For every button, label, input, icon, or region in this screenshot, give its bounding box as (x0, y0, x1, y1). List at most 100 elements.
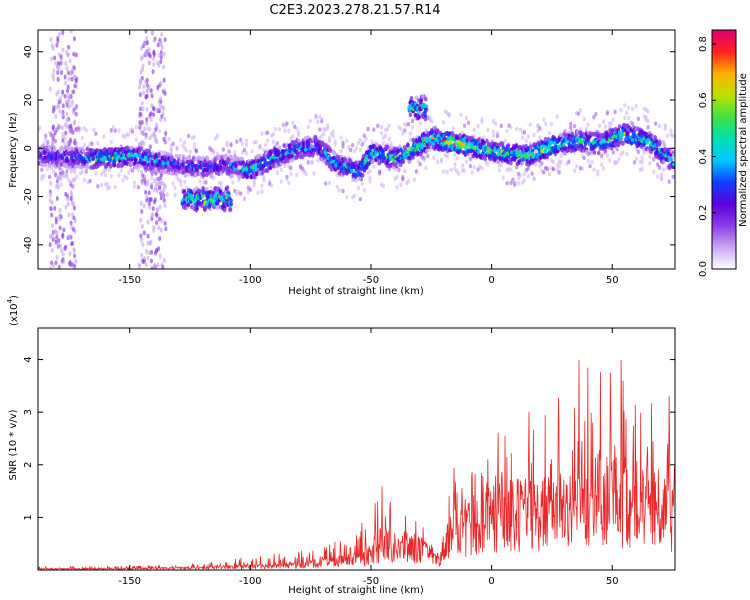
spectrogram-cell (495, 133, 500, 139)
spectrogram-cell (313, 147, 317, 153)
spectrogram-cell (640, 155, 644, 160)
spectrogram-cell (399, 182, 403, 187)
spectrogram-cell (108, 164, 113, 169)
spectrogram-cell (219, 165, 224, 170)
spectrogram-cell (155, 107, 159, 113)
spectrogram-cell (46, 166, 50, 172)
spectrogram-cell (148, 204, 152, 210)
spectrogram-cell (239, 137, 243, 143)
snr-x-tick-label: -50 (363, 576, 379, 587)
spectrogram-cell (588, 164, 592, 169)
spectrogram-cell (245, 174, 249, 180)
spectrogram-cell (157, 225, 161, 231)
spectrogram-cell (152, 228, 156, 233)
spectrogram-cell (74, 111, 78, 117)
spectrogram-cell (147, 51, 151, 57)
spectrogram-cell (147, 60, 151, 66)
spectrogram-cell (61, 30, 65, 36)
spectrogram-cell (395, 174, 399, 180)
spectrogram-cell (141, 106, 145, 112)
spectrogram-cell (67, 104, 71, 110)
spectrogram-cell (360, 142, 364, 147)
spectrogram-cell (62, 227, 66, 233)
colorbar-tick-label: 0.4 (698, 149, 709, 165)
spectrogram-cell (143, 51, 147, 56)
spectrogram-cell (646, 109, 650, 114)
spectrogram-cell (260, 131, 264, 136)
spectrogram-cell (499, 163, 503, 168)
spectrogram-cell (335, 184, 339, 189)
spectrogram-cell (56, 36, 60, 41)
spectrogram-cell (206, 156, 210, 162)
spectrogram-cell (422, 157, 426, 162)
spectrogram-cell (61, 111, 65, 117)
spectrogram-cell (70, 200, 74, 206)
spectrogram-cell (458, 133, 462, 138)
spectrogram-cell (347, 144, 351, 150)
spectrogram-cell (372, 164, 376, 170)
figure-title: C2E3.2023.278.21.57.R14 (269, 3, 440, 18)
spectrogram-cell (156, 262, 160, 268)
spectrogram-cell (423, 96, 428, 102)
spectrogram-cell (540, 161, 544, 166)
spectrogram-cell (402, 145, 407, 150)
spectrogram-cell (219, 181, 223, 186)
spectrogram-cell (147, 47, 151, 52)
spectrogram-cell (149, 258, 153, 264)
spectrogram-cell (472, 165, 476, 170)
spectrogram-cell (543, 149, 548, 155)
spectrogram-cell (100, 172, 104, 177)
spectrogram-cell (67, 146, 71, 152)
spectrogram-cell (495, 142, 499, 147)
spectrogram-cell (138, 92, 142, 98)
spectrogram-cell (141, 130, 145, 136)
spectrogram-cell (164, 226, 168, 232)
spectrogram-cell (605, 153, 610, 158)
snr-panel: -150 -100 -50 0 50 1 2 3 4 Height of straight l… (6, 295, 676, 596)
spectrogram-y-tick-label: 0 (23, 145, 34, 151)
spectrogram-cell (59, 176, 63, 181)
spectrogram-cell (354, 145, 359, 151)
spectrogram-cell (50, 234, 54, 239)
spectrogram-cell (57, 264, 61, 269)
spectrogram-cell (364, 136, 368, 141)
spectrogram-cell (130, 168, 135, 173)
spectrogram-cell (155, 207, 159, 213)
spectrogram-cell (47, 163, 52, 168)
colorbar-tick-label: 0.2 (698, 205, 709, 221)
spectrogram-cell (505, 181, 509, 186)
spectrogram-cell (142, 203, 146, 209)
spectrogram-cell (64, 130, 68, 136)
spectrogram-cell (513, 180, 517, 185)
spectrogram-cell (316, 119, 320, 124)
spectrogram-cell (607, 158, 611, 163)
spectrogram-cell (509, 167, 513, 172)
spectrogram-cell (60, 125, 64, 130)
spectrogram-cell (67, 140, 71, 146)
snr-x-label: Height of straight line (km) (288, 585, 424, 596)
spectrogram-cell (69, 220, 73, 226)
snr-frame (37, 327, 676, 571)
spectrogram-cell (66, 84, 70, 90)
spectrogram-cell (573, 168, 577, 173)
spectrogram-cell (306, 142, 311, 147)
spectrogram-cell (73, 169, 77, 175)
spectrogram-cell (142, 84, 146, 90)
spectrogram-cell (619, 107, 623, 113)
spectrogram-cell (48, 192, 52, 198)
spectrogram-cell (164, 131, 168, 136)
spectrogram-cell (349, 147, 353, 153)
spectrogram-cell (144, 189, 148, 195)
snr-y-tick-label: 4 (23, 356, 34, 362)
spectrogram-cell (152, 49, 156, 55)
snr-y-label: SNR (10 * v/v) (8, 409, 19, 480)
spectrogram-cell (59, 96, 63, 102)
spectrogram-cell (65, 111, 69, 117)
spectrogram-cell (285, 121, 289, 126)
spectrogram-cell (362, 139, 366, 144)
spectrogram-cell (596, 172, 600, 177)
spectrogram-cell (654, 121, 658, 126)
spectrogram-cell (430, 118, 434, 124)
spectrogram-cell (57, 104, 61, 110)
spectrogram-cell (557, 170, 561, 175)
